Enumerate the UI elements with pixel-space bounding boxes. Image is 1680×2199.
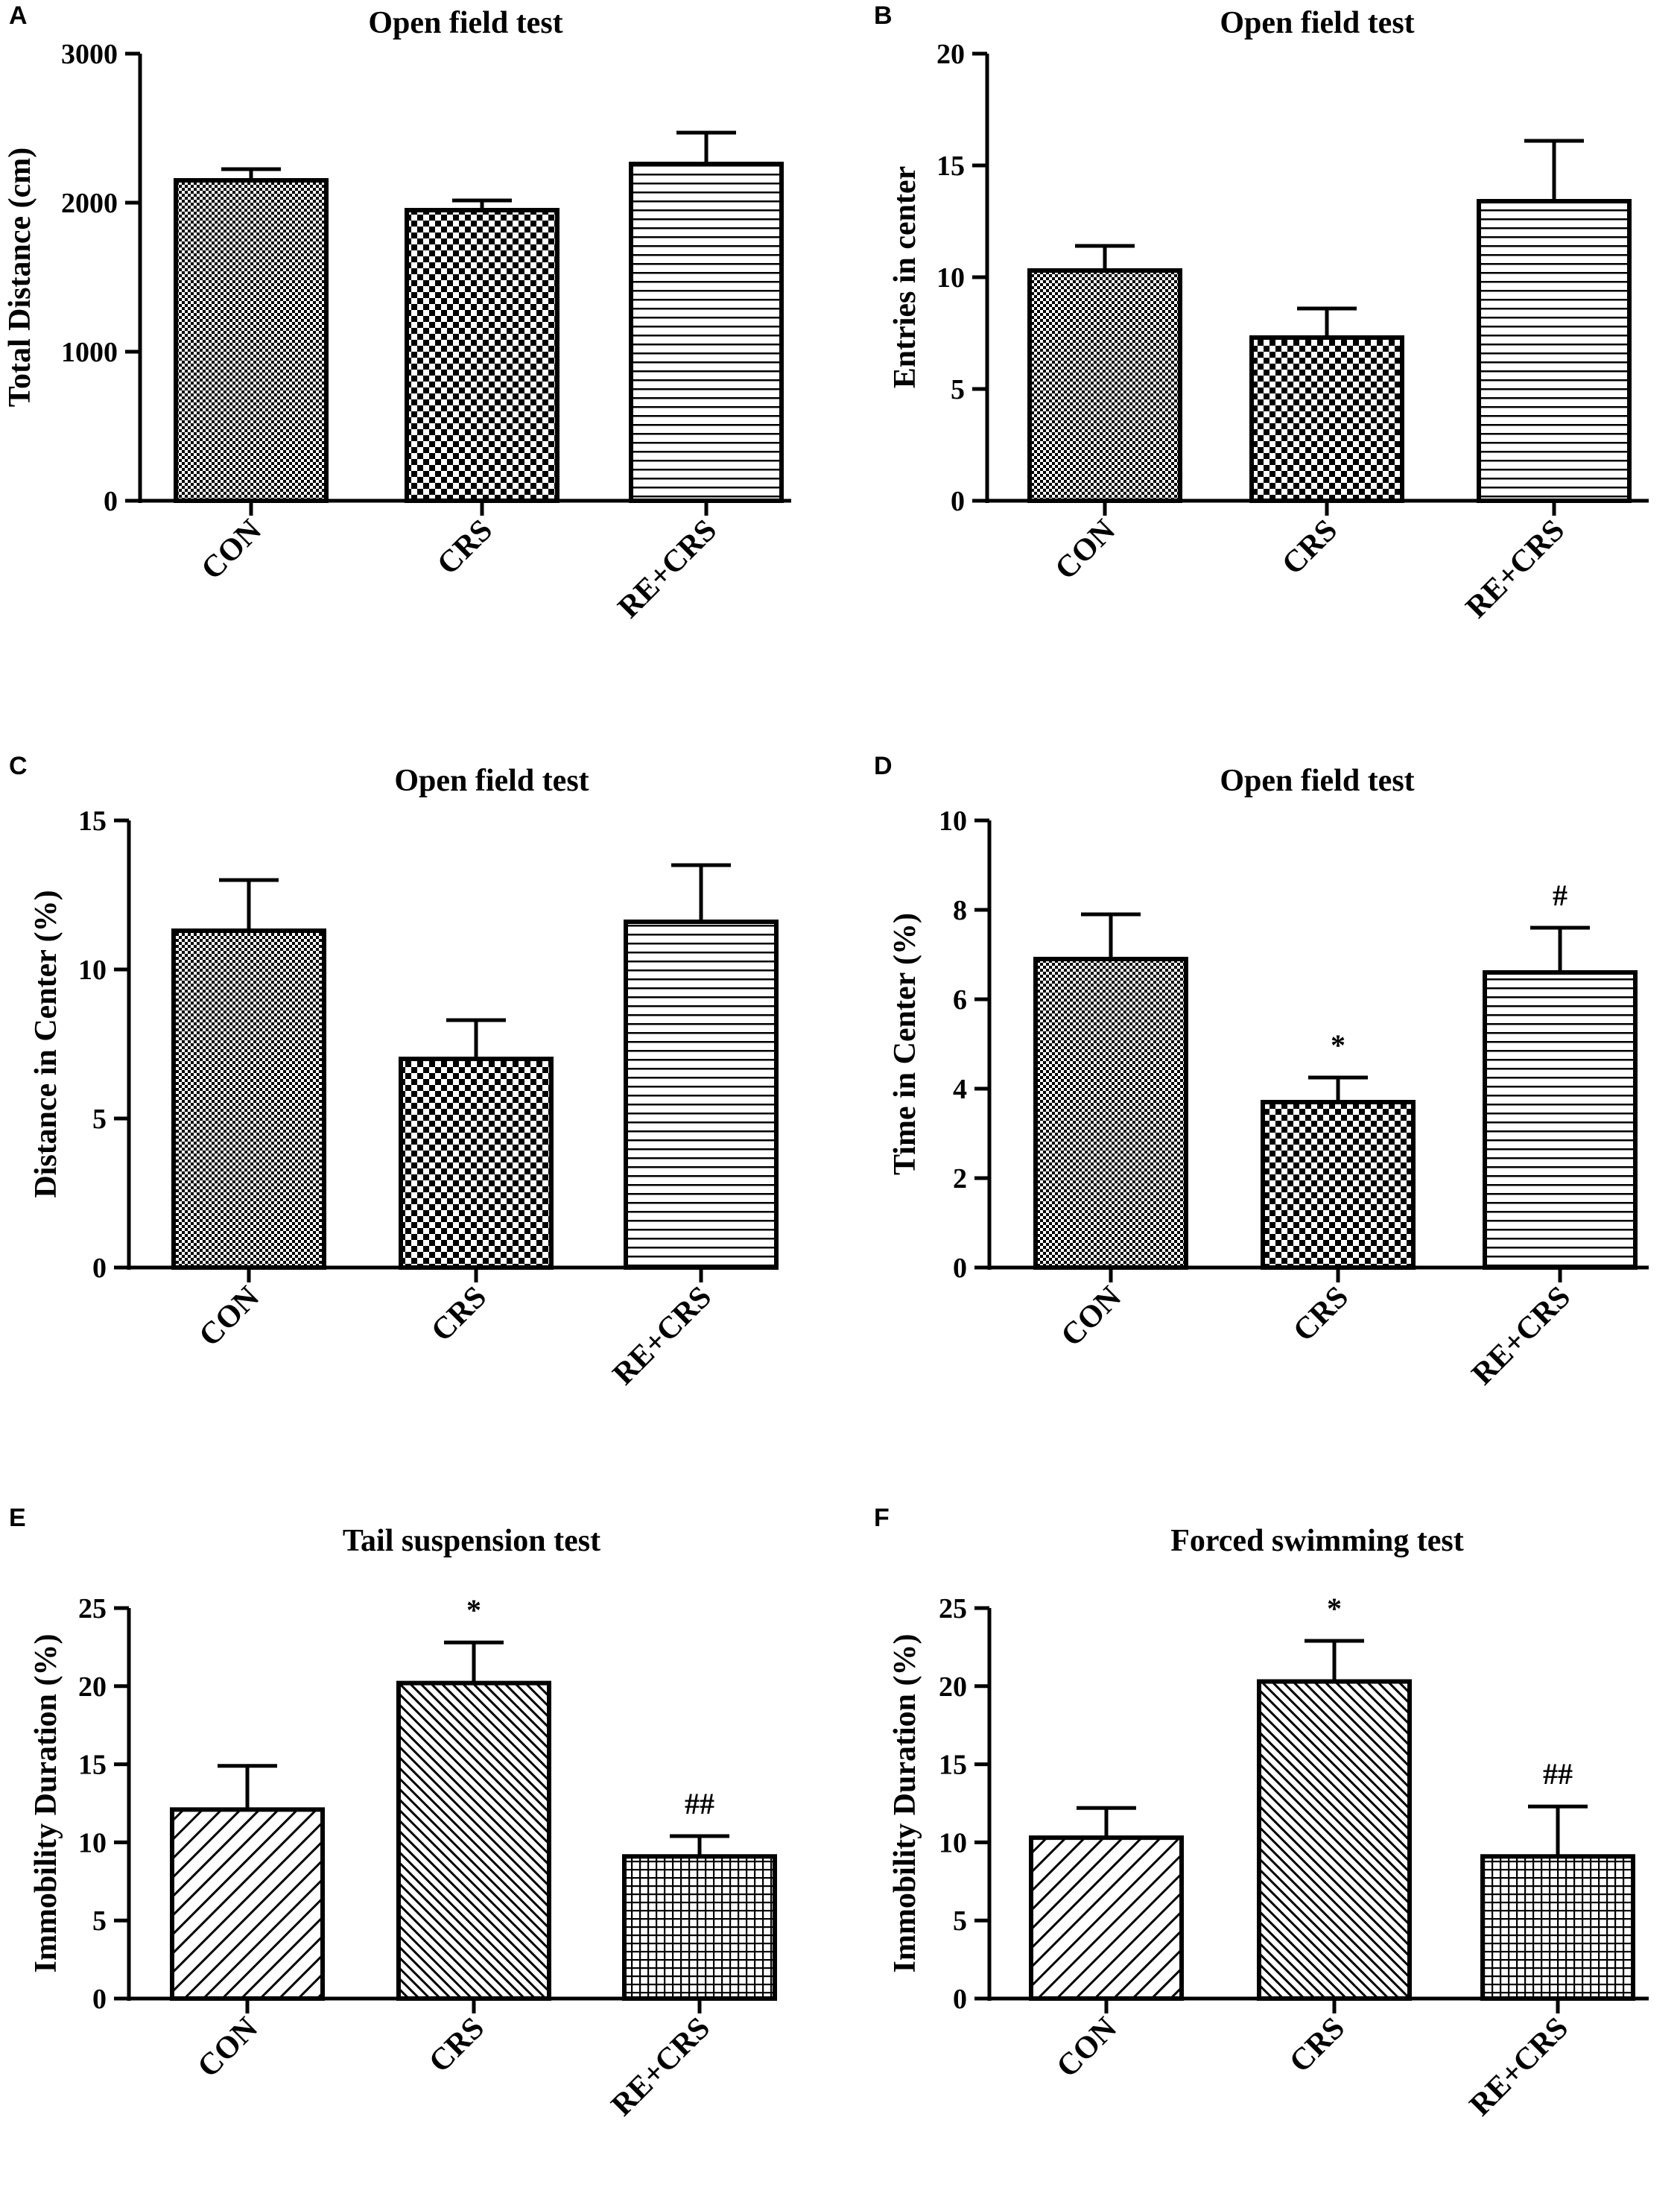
y-tick-label: 0 xyxy=(92,1984,107,2015)
x-tick-label: RE+CRS xyxy=(606,1280,718,1392)
x-tick-label: CON xyxy=(1049,513,1123,587)
x-tick-label: RE+CRS xyxy=(605,2011,717,2123)
y-tick-label: 10 xyxy=(939,806,967,837)
y-tick-label: 1000 xyxy=(61,337,118,368)
y-tick-label: 4 xyxy=(953,1074,967,1105)
y-tick-label: 10 xyxy=(939,1827,967,1858)
y-tick-label: 20 xyxy=(939,1671,967,1703)
bar-re-crs xyxy=(1483,970,1638,1270)
y-tick-label: 10 xyxy=(78,1827,107,1858)
x-tick-label: CRS xyxy=(431,513,499,582)
panel-label: B xyxy=(874,1,893,30)
y-tick-label: 15 xyxy=(78,806,107,837)
x-tick-label: RE+CRS xyxy=(1463,2011,1575,2123)
y-tick-label: 5 xyxy=(951,374,965,405)
bar-re-crs xyxy=(629,162,784,503)
bar-crs xyxy=(1249,335,1404,503)
bar-crs xyxy=(1261,1100,1416,1270)
bar-con xyxy=(1033,957,1188,1270)
x-tick-label: CRS xyxy=(1275,513,1344,582)
y-tick-label: 5 xyxy=(953,1905,967,1937)
bar-con xyxy=(171,928,326,1270)
y-tick-label: 20 xyxy=(78,1671,107,1703)
bar-con xyxy=(1027,268,1182,503)
chart-title: Open field test xyxy=(394,764,589,798)
significance-marker: # xyxy=(1553,879,1568,912)
y-tick-label: 8 xyxy=(953,895,967,926)
y-tick-label: 6 xyxy=(953,984,967,1016)
y-tick-label: 2000 xyxy=(61,188,118,219)
panel-label: A xyxy=(9,1,28,30)
panel-e: E Tail suspension test Immobility Duration… xyxy=(9,1504,777,2123)
bar-con xyxy=(174,178,329,503)
x-tick-label: RE+CRS xyxy=(1459,513,1571,625)
bar-re-crs xyxy=(1480,1854,1635,2001)
bar-crs xyxy=(399,1057,554,1270)
y-tick-label: 10 xyxy=(78,955,107,986)
y-tick-label: 5 xyxy=(92,1104,107,1135)
panel-b: B Open field test Entries in center 0 5 10 15 2… xyxy=(874,1,1649,625)
x-tick-label: CON xyxy=(1055,1280,1129,1354)
y-tick-label: 0 xyxy=(92,1253,107,1284)
y-tick-label: 0 xyxy=(951,486,965,517)
y-axis-label: Immobility Duration (%) xyxy=(29,1634,63,1973)
y-axis-label: Entries in center xyxy=(888,166,922,389)
panel-label: F xyxy=(874,1504,890,1532)
bar-con xyxy=(1029,1835,1184,2002)
y-tick-label: 20 xyxy=(936,39,965,70)
panel-d: D Open field test Time in Center (%) 0 2 4 6 8 1… xyxy=(874,752,1649,1392)
significance-marker: * xyxy=(1327,1592,1342,1625)
panel-c: C Open field test Distance in Center (%) 0 5… xyxy=(9,752,779,1392)
significance-marker: ## xyxy=(685,1787,714,1820)
x-tick-label: CRS xyxy=(1287,1280,1355,1349)
y-tick-label: 0 xyxy=(953,1984,967,2015)
x-tick-label: RE+CRS xyxy=(612,513,723,625)
chart-title: Tail suspension test xyxy=(343,1524,600,1558)
bar-re-crs xyxy=(1477,199,1632,503)
significance-marker: * xyxy=(1331,1028,1345,1062)
x-tick-label: CRS xyxy=(425,1280,493,1349)
y-axis-label: Time in Center (%) xyxy=(888,913,922,1175)
chart-title: Forced swimming test xyxy=(1170,1524,1463,1558)
y-tick-label: 0 xyxy=(953,1253,967,1284)
x-tick-label: CON xyxy=(1050,2011,1124,2085)
chart-title: Open field test xyxy=(1220,6,1414,40)
panel-f: F Forced swimming test Immobility Duration… xyxy=(874,1504,1649,2123)
y-axis-label: Total Distance (cm) xyxy=(3,148,37,407)
x-tick-label: CRS xyxy=(422,2011,491,2080)
panel-label: D xyxy=(874,752,893,780)
bar-re-crs xyxy=(622,1854,777,2001)
y-tick-label: 10 xyxy=(936,262,965,294)
chart-title: Open field test xyxy=(368,6,562,40)
bar-crs xyxy=(1257,1679,1412,2001)
chart-title: Open field test xyxy=(1220,764,1414,798)
x-tick-label: CON xyxy=(195,513,269,587)
x-tick-label: CON xyxy=(193,1280,267,1354)
y-axis-label: Distance in Center (%) xyxy=(29,890,63,1197)
panel-label: E xyxy=(9,1504,26,1532)
bar-crs xyxy=(405,208,560,503)
y-tick-label: 2 xyxy=(953,1163,967,1195)
y-tick-label: 0 xyxy=(104,486,118,517)
y-tick-label: 15 xyxy=(78,1750,107,1781)
significance-marker: ## xyxy=(1543,1757,1573,1791)
y-tick-label: 15 xyxy=(939,1750,967,1781)
y-tick-label: 5 xyxy=(92,1905,107,1937)
panel-a: A Open field test Total Distance (cm) 0 1000… xyxy=(3,1,791,625)
x-tick-label: CON xyxy=(191,2011,265,2085)
y-tick-label: 3000 xyxy=(61,39,118,70)
bar-con xyxy=(170,1807,325,2002)
y-tick-label: 15 xyxy=(936,151,965,182)
y-tick-label: 25 xyxy=(939,1593,967,1624)
bar-re-crs xyxy=(624,920,779,1270)
y-axis-label: Immobility Duration (%) xyxy=(888,1634,922,1973)
significance-marker: * xyxy=(466,1593,481,1627)
panel-label: C xyxy=(9,752,28,780)
x-tick-label: CRS xyxy=(1283,2011,1351,2080)
x-tick-label: RE+CRS xyxy=(1465,1280,1577,1392)
y-tick-label: 25 xyxy=(78,1593,107,1624)
bar-crs xyxy=(396,1680,551,2001)
